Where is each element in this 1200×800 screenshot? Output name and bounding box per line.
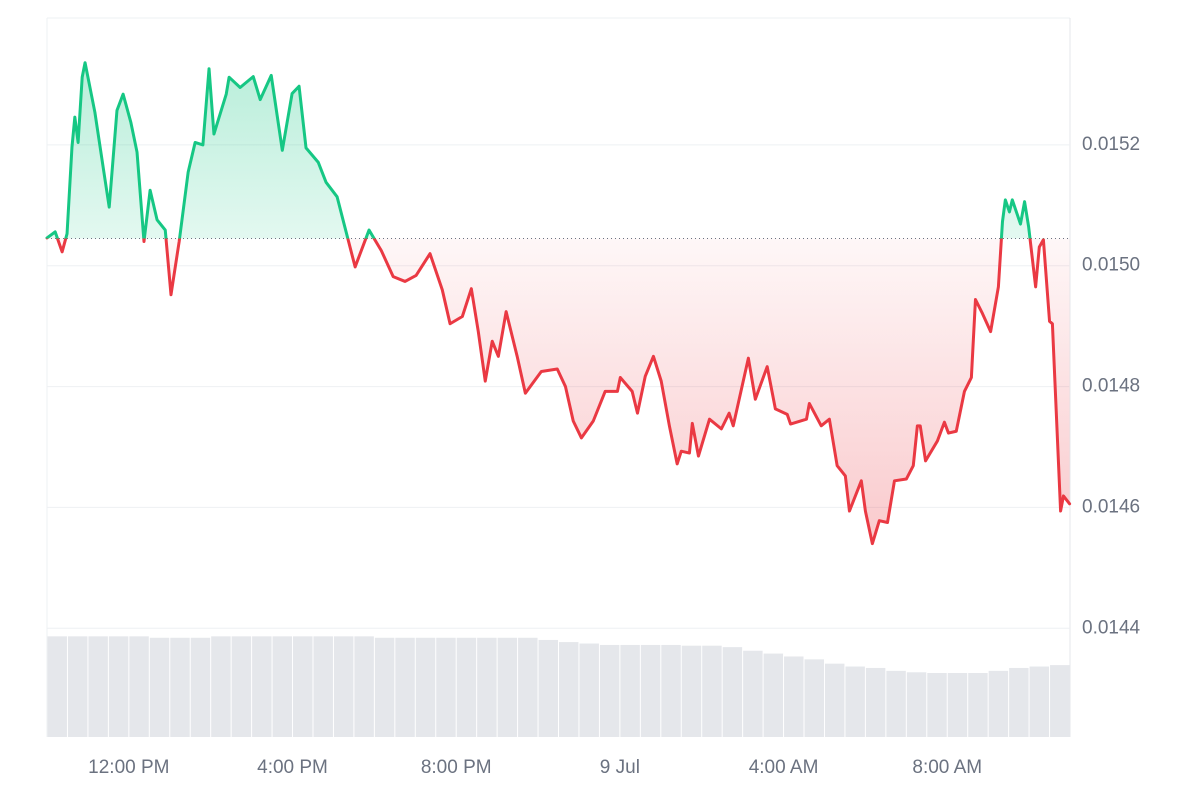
volume-bar xyxy=(170,637,190,737)
volume-bar xyxy=(702,645,722,737)
volume-bar xyxy=(149,637,170,737)
y-tick-label: 0.0148 xyxy=(1082,376,1140,397)
y-tick-label: 0.0150 xyxy=(1082,255,1140,276)
volume-bar xyxy=(538,639,558,737)
volume-bar xyxy=(763,653,784,737)
x-tick-label: 4:00 AM xyxy=(749,757,819,778)
volume-bar xyxy=(47,636,67,737)
volume-bar xyxy=(784,656,804,737)
volume-bar xyxy=(395,637,415,737)
volume-bar xyxy=(477,637,497,737)
volume-bar xyxy=(804,659,824,737)
volume-bar xyxy=(497,637,518,737)
x-tick-label: 4:00 PM xyxy=(257,757,328,778)
volume-bar xyxy=(927,673,947,737)
volume-bar xyxy=(988,670,1009,737)
x-tick-label: 8:00 AM xyxy=(912,757,982,778)
volume-bar xyxy=(518,637,538,737)
price-line xyxy=(45,61,1072,546)
volume-bar xyxy=(743,650,763,737)
volume-bar xyxy=(415,637,436,737)
volume-bar xyxy=(108,636,129,737)
volume-bar xyxy=(865,667,886,737)
volume-bar xyxy=(722,647,743,737)
volume-bar xyxy=(354,636,374,737)
volume-bar xyxy=(252,636,272,737)
x-tick-label: 8:00 PM xyxy=(421,757,492,778)
volume-bar xyxy=(640,644,661,737)
price-area xyxy=(47,62,1070,544)
volume-bar xyxy=(313,636,333,737)
volume-bar xyxy=(1050,665,1070,737)
volume-bar xyxy=(88,636,108,737)
x-tick-label: 9 Jul xyxy=(600,757,640,778)
volume-bar xyxy=(231,636,252,737)
volume-bar xyxy=(67,636,88,737)
volume-bar xyxy=(333,636,354,737)
volume-bar xyxy=(681,645,702,737)
volume-bar xyxy=(559,642,579,737)
volume-bar xyxy=(190,637,211,737)
y-tick-label: 0.0152 xyxy=(1082,134,1140,155)
volume-bar xyxy=(906,672,927,737)
volume-bar xyxy=(211,636,231,737)
y-tick-label: 0.0144 xyxy=(1082,617,1141,638)
volume-bar xyxy=(599,644,620,737)
volume-bar xyxy=(129,636,149,737)
volume-bar xyxy=(579,643,599,737)
volume-bar xyxy=(620,644,640,737)
volume-bar xyxy=(272,636,293,737)
volume-bar xyxy=(1009,667,1029,737)
volume-bar xyxy=(886,670,906,737)
volume-bar xyxy=(824,663,845,737)
volume-bar xyxy=(436,637,456,737)
volume-bar xyxy=(456,637,477,737)
y-tick-label: 0.0146 xyxy=(1082,496,1140,517)
volume-bar xyxy=(661,644,681,737)
volume-bar xyxy=(968,673,988,737)
volume-bar xyxy=(845,666,865,737)
volume-bar xyxy=(293,636,313,737)
volume-bar xyxy=(947,673,968,737)
volume-bar xyxy=(374,637,395,737)
x-tick-label: 12:00 PM xyxy=(88,757,169,778)
volume-bar xyxy=(1029,666,1050,737)
